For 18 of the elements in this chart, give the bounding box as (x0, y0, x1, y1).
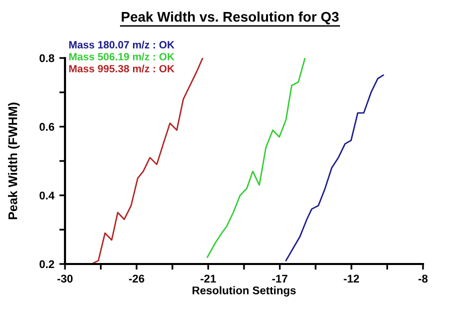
chart-title: Peak Width vs. Resolution for Q3 (122, 12, 339, 24)
x-tick-label: -30 (57, 274, 73, 283)
x-tick-label: -8 (418, 274, 428, 283)
y-tick-label: 0.6 (40, 122, 54, 131)
line-series (285, 74, 384, 262)
x-axis-title: Resolution Settings (192, 286, 296, 297)
y-tick-label: 0.4 (40, 192, 55, 200)
x-tick-label: -12 (344, 274, 359, 282)
x-tick-label: -26 (129, 274, 144, 283)
x-tick-label: -17 (272, 274, 288, 282)
series-label: Mass 995.38 m/z : OK (69, 64, 174, 72)
text: Mass 180.07 m/z : OK (69, 40, 174, 49)
x-tick-label: -21 (200, 274, 216, 282)
y-tick-label: 0.8 (40, 54, 54, 62)
y-tick-label: 0.2 (40, 260, 54, 268)
line-series (206, 58, 306, 258)
text: Mass 506.19 m/z : OK (69, 52, 174, 60)
y-axis-title: Peak Width (FWHM) (8, 102, 20, 220)
